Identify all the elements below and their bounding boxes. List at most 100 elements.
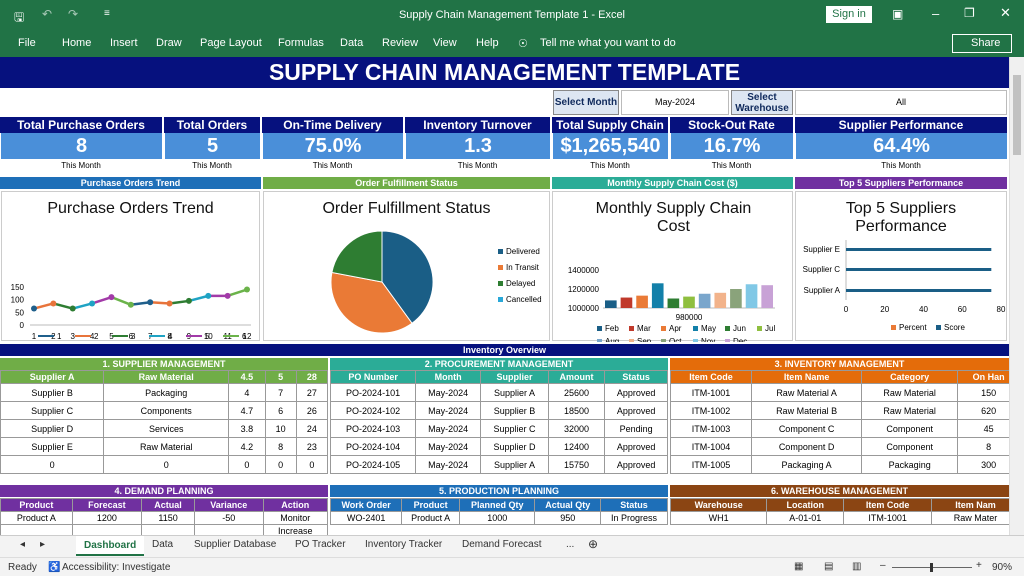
table-cell[interactable]: 8 [264, 437, 297, 456]
table-cell[interactable]: Component D [750, 437, 863, 456]
zoom-slider-thumb[interactable] [930, 563, 933, 572]
table-cell[interactable]: Component [861, 437, 959, 456]
restore-icon[interactable]: ❐ [964, 6, 975, 20]
table-cell[interactable]: 1150 [141, 511, 196, 525]
table-cell[interactable]: Raw Material [861, 401, 959, 420]
table-cell[interactable]: May-2024 [415, 437, 482, 456]
table-cell[interactable]: Component C [750, 419, 863, 438]
table-cell[interactable]: 0 [0, 455, 105, 474]
table-cell[interactable]: 950 [534, 511, 602, 525]
table-cell[interactable]: Supplier B [0, 383, 105, 402]
table-cell[interactable]: Services [103, 419, 230, 438]
table-cell[interactable]: 4.2 [228, 437, 266, 456]
tab-insert[interactable]: Insert [110, 37, 138, 49]
tab-file[interactable]: File [18, 37, 36, 49]
table-cell[interactable]: Packaging [103, 383, 230, 402]
table-cell[interactable]: May-2024 [415, 419, 482, 438]
table-cell[interactable]: 300 [957, 455, 1009, 474]
add-sheet-icon[interactable]: ⊕ [588, 537, 599, 551]
table-cell[interactable] [141, 524, 196, 535]
table-cell[interactable]: Raw Material A [750, 383, 863, 402]
page-break-icon[interactable]: ▥ [852, 561, 862, 572]
table-cell[interactable]: Product A [0, 511, 73, 525]
table-cell[interactable]: Supplier C [480, 419, 549, 438]
prev-sheet-icon[interactable]: ◂ [20, 539, 26, 550]
table-cell[interactable]: PO-2024-105 [329, 455, 417, 474]
table-cell[interactable]: 23 [295, 437, 329, 456]
normal-view-icon[interactable]: ▦ [794, 561, 804, 572]
tab-review[interactable]: Review [382, 37, 419, 49]
table-cell[interactable]: Supplier A [480, 455, 549, 474]
scroll-thumb[interactable] [1013, 75, 1021, 155]
table-cell[interactable]: Supplier D [480, 437, 549, 456]
table-cell[interactable]: A-01-01 [766, 511, 845, 525]
cost-chart[interactable]: Monthly Supply Chain Cost 1000000 1200000… [552, 191, 793, 342]
table-cell[interactable] [0, 524, 73, 535]
table-cell[interactable]: Supplier A [480, 383, 549, 402]
share-button[interactable]: Share [952, 34, 1012, 53]
table-cell[interactable]: Monitor [262, 511, 329, 525]
table-cell[interactable]: Raw Material B [750, 401, 863, 420]
table-cell[interactable]: ITM-1001 [843, 511, 933, 525]
redo-icon[interactable]: ↷ [68, 7, 79, 21]
table-cell[interactable]: Packaging A [750, 455, 863, 474]
accessibility-status[interactable]: Accessibility: Investigate [62, 562, 171, 573]
table-cell[interactable]: PO-2024-103 [329, 419, 417, 438]
table-cell[interactable]: 26 [295, 401, 329, 420]
table-cell[interactable]: PO-2024-104 [329, 437, 417, 456]
table-cell[interactable]: Approved [604, 383, 668, 402]
tab-data[interactable]: Data [340, 37, 364, 49]
tab-home[interactable]: Home [62, 37, 92, 49]
table-cell[interactable]: Product A [401, 511, 461, 525]
table-cell[interactable] [194, 524, 264, 535]
fulfillment-chart[interactable]: Order Fulfillment Status Delivered In Tra… [263, 191, 550, 341]
zoom-in-icon[interactable]: + [976, 560, 982, 571]
table-cell[interactable]: ITM-1005 [670, 455, 752, 474]
vertical-scrollbar[interactable] [1009, 57, 1024, 535]
zoom-level[interactable]: 90% [992, 562, 1013, 573]
table-cell[interactable]: 25600 [547, 383, 606, 402]
table-cell[interactable]: WO-2401 [329, 511, 403, 525]
table-cell[interactable]: Supplier B [480, 401, 549, 420]
table-cell[interactable]: 3.8 [228, 419, 266, 438]
sheet-tab-po-tracker[interactable]: PO Tracker [295, 539, 346, 550]
po-trend-chart[interactable]: Purchase Orders Trend 050100150123456789… [1, 191, 260, 341]
table-cell[interactable] [71, 524, 143, 535]
select-month-dropdown[interactable]: May-2024 [621, 90, 729, 115]
table-cell[interactable]: ITM-1002 [670, 401, 752, 420]
undo-icon[interactable]: ↶ [42, 7, 53, 21]
table-cell[interactable]: 0 [103, 455, 230, 474]
table-cell[interactable]: Raw Material [103, 437, 230, 456]
table-cell[interactable]: Increase [262, 524, 329, 535]
tab-view[interactable]: View [433, 37, 457, 49]
table-cell[interactable]: Raw Mater [931, 511, 1009, 525]
table-cell[interactable]: 32000 [547, 419, 606, 438]
table-cell[interactable]: In Progress [600, 511, 668, 525]
table-cell[interactable]: 6 [264, 401, 297, 420]
table-cell[interactable]: 4 [228, 383, 266, 402]
table-cell[interactable]: 27 [295, 383, 329, 402]
more-sheets[interactable]: ... [566, 539, 575, 550]
table-cell[interactable]: May-2024 [415, 401, 482, 420]
minimize-icon[interactable]: – [932, 6, 940, 21]
table-cell[interactable]: May-2024 [415, 455, 482, 474]
table-cell[interactable]: ITM-1001 [670, 383, 752, 402]
customize-toolbar-icon[interactable]: ≡ [104, 8, 110, 19]
page-layout-icon[interactable]: ▤ [824, 561, 834, 572]
suppliers-chart[interactable]: Top 5 Suppliers Performance Supplier A Su… [795, 191, 1007, 341]
tab-draw[interactable]: Draw [156, 37, 182, 49]
table-cell[interactable]: 150 [957, 383, 1009, 402]
table-cell[interactable]: 24 [295, 419, 329, 438]
sheet-tab-supplier-database[interactable]: Supplier Database [194, 539, 277, 550]
tell-me-search[interactable]: Tell me what you want to do [540, 37, 676, 49]
table-cell[interactable]: May-2024 [415, 383, 482, 402]
table-cell[interactable]: 7 [264, 383, 297, 402]
table-cell[interactable]: 15750 [547, 455, 606, 474]
table-cell[interactable]: 10 [264, 419, 297, 438]
table-cell[interactable]: Supplier E [0, 437, 105, 456]
table-cell[interactable]: 0 [264, 455, 297, 474]
worksheet[interactable]: SUPPLY CHAIN MANAGEMENT TEMPLATE Select … [0, 57, 1009, 535]
sheet-tab-data[interactable]: Data [152, 539, 174, 550]
tab-page-layout[interactable]: Page Layout [200, 37, 262, 49]
table-cell[interactable]: 45 [957, 419, 1009, 438]
